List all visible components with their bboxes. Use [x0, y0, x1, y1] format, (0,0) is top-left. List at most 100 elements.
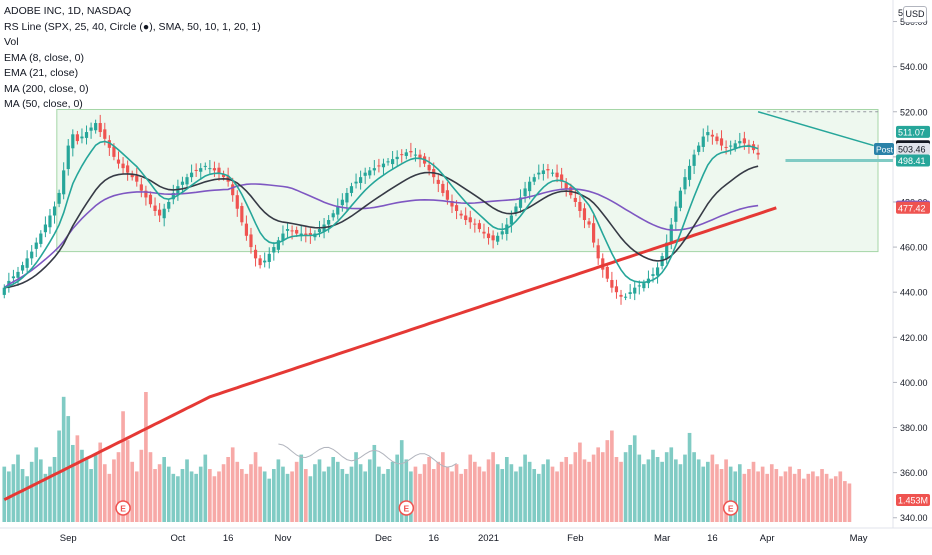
candle-body [139, 184, 143, 191]
candle-body [231, 184, 235, 196]
legend-symbol[interactable]: ADOBE INC, 1D, NASDAQ [4, 5, 132, 17]
volume-bar [198, 466, 203, 522]
volume-bar [331, 457, 336, 522]
volume-bar [409, 471, 413, 522]
candle-body [212, 168, 217, 171]
legend-ma50[interactable]: MA (50, close, 0) [4, 98, 83, 110]
volume-bar [833, 476, 838, 522]
volume-bar [153, 469, 157, 522]
volume-bar [2, 466, 7, 522]
candle-body [112, 146, 116, 157]
x-tick-label: Feb [567, 533, 583, 544]
candle-body [258, 258, 262, 266]
legend-ema8[interactable]: EMA (8, close, 0) [4, 51, 84, 64]
volume-bar [596, 447, 601, 522]
candle-body [550, 172, 555, 174]
currency-button[interactable]: USD [903, 6, 927, 23]
candle-body [240, 206, 244, 223]
candle-body [546, 169, 550, 171]
volume-bar [751, 461, 756, 522]
volume-bar [797, 469, 802, 522]
candle-body [126, 165, 130, 173]
candle-body [317, 229, 322, 233]
y-tick-label: 460.00 [900, 243, 928, 253]
volume-bar [367, 459, 372, 522]
candle-body [564, 183, 568, 189]
volume-bar [144, 392, 148, 522]
volume-bar [518, 466, 523, 522]
candle-body [34, 242, 38, 249]
volume-bar [363, 471, 368, 522]
candle-body [391, 159, 395, 165]
candle-body [244, 223, 249, 236]
volume-bar [532, 469, 537, 522]
volume-bar [500, 469, 505, 522]
volume-bar [271, 469, 276, 522]
candle-body [98, 123, 102, 133]
legend-rs-line[interactable]: RS Line (SPX, 25, 40, Circle (●), SMA, 5… [4, 20, 261, 33]
volume-bar [294, 461, 299, 522]
volume-bar [660, 461, 664, 522]
volume-bar [180, 469, 185, 522]
candle-body [619, 294, 623, 297]
rs-line [278, 443, 457, 468]
legend-vol[interactable]: Vol [4, 36, 19, 48]
volume-bar [317, 459, 322, 522]
volume-bar [829, 478, 833, 522]
volume-bar [25, 476, 29, 522]
volume-bar [290, 471, 294, 522]
volume-bar [610, 430, 614, 522]
legend-ma200[interactable]: MA (200, close, 0) [4, 82, 89, 95]
volume-bar [80, 449, 84, 522]
volume-bar [824, 473, 829, 522]
candle-body [167, 201, 171, 209]
volume-bar [130, 461, 135, 522]
candle-body [418, 154, 422, 160]
y-tick-label: 360.00 [900, 468, 928, 478]
price-label: 511.07 [898, 127, 925, 137]
candle-body [171, 192, 175, 200]
candle-body [363, 172, 367, 176]
price-label-box [896, 143, 930, 156]
candle-body [221, 174, 226, 178]
candle-body [71, 134, 75, 149]
volume-bar [221, 464, 226, 522]
volume-bar [678, 464, 683, 522]
volume-bar [747, 469, 751, 522]
candle-body [349, 186, 354, 193]
candle-body [724, 146, 728, 148]
volume-bar [559, 461, 564, 522]
candle-body [144, 190, 148, 198]
volume-bar [509, 464, 514, 522]
volume-bar [728, 466, 733, 522]
volume-bar [765, 473, 770, 522]
candle-body [153, 205, 157, 211]
volume-bar [322, 471, 326, 522]
volume-bar [463, 469, 468, 522]
legend-ema21[interactable]: EMA (21, close) [4, 67, 79, 79]
volume-bar [632, 435, 637, 522]
volume-bar [769, 464, 774, 522]
candle-body [454, 205, 459, 211]
volume-bar [418, 473, 422, 522]
candle-body [541, 170, 545, 175]
volume-bar [189, 471, 194, 522]
volume-bar [281, 466, 285, 522]
volume-bar [303, 469, 308, 522]
x-tick-label: Sep [60, 533, 77, 544]
candle-body [11, 276, 16, 279]
candle-body [450, 201, 454, 207]
volume-bar [806, 473, 811, 522]
volume-bar [628, 444, 632, 522]
candle-body [528, 181, 532, 192]
volume-bar [395, 454, 399, 522]
volume-bar [262, 471, 267, 522]
candle-body [331, 213, 335, 218]
volume-bar [651, 449, 655, 522]
volume-bar [705, 461, 710, 522]
volume-bar [313, 464, 317, 522]
candle-body [272, 247, 276, 253]
x-tick-label: Nov [275, 533, 292, 544]
candle-body [592, 223, 596, 243]
